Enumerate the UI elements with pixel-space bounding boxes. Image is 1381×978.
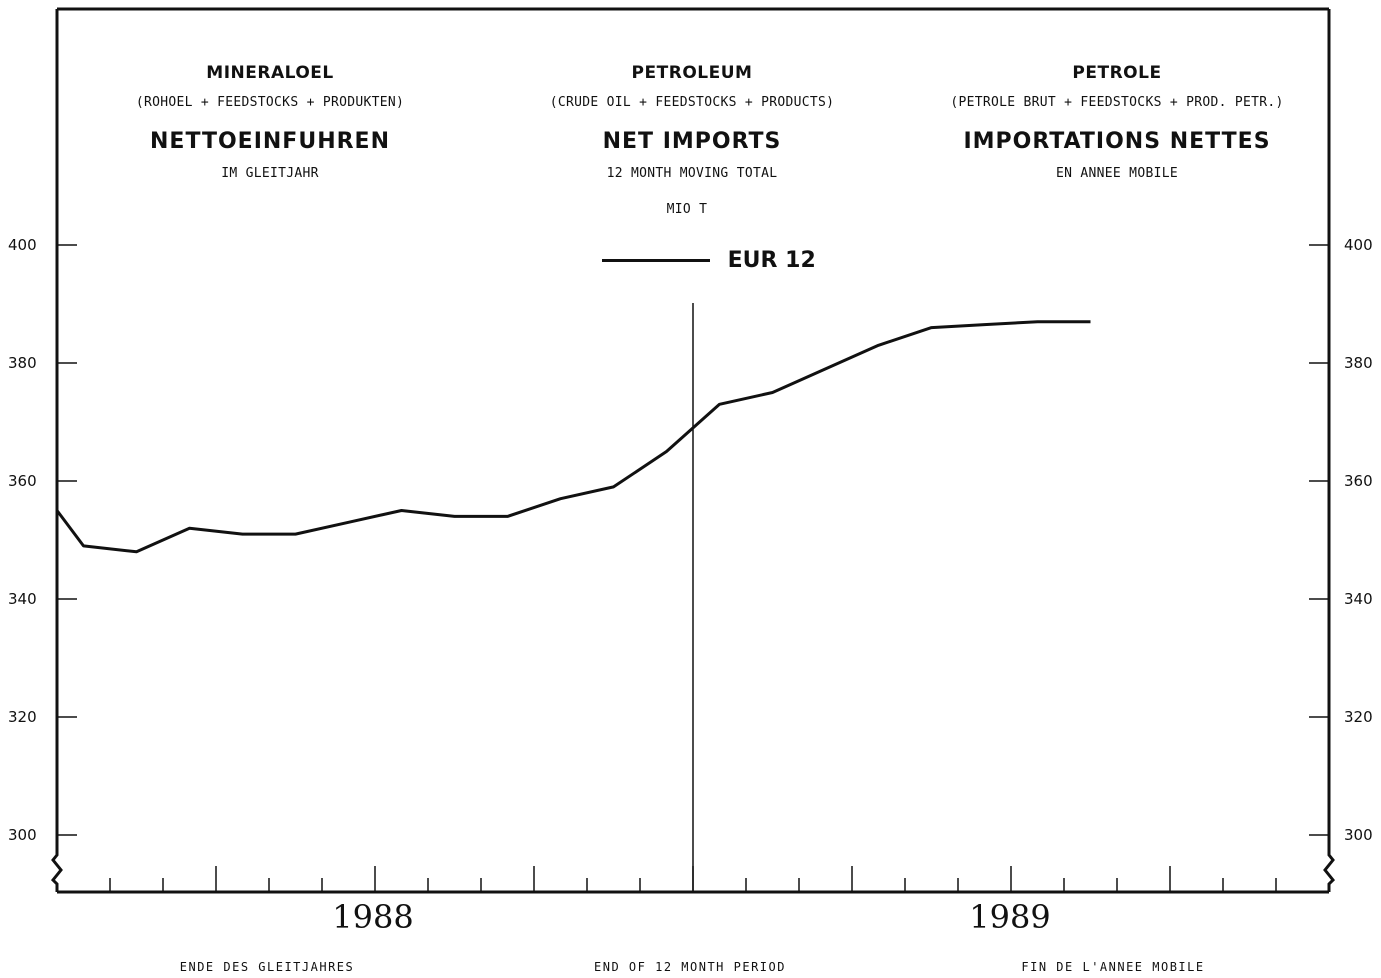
unit-label: MIO T <box>666 202 708 217</box>
series-layer <box>55 320 1091 554</box>
footer-en: END OF 12 MONTH PERIOD <box>594 960 786 974</box>
footer-de: ENDE DES GLEITJAHRES <box>179 960 355 974</box>
legend-label: EUR 12 <box>727 248 816 273</box>
y-tick-label-left: 320 <box>8 708 37 726</box>
y-axis-left: 300 320 340 360 380 400 <box>8 236 77 844</box>
y-tick-label-right: 320 <box>1344 708 1373 726</box>
period-en: 12 MONTH MOVING TOTAL <box>606 166 778 181</box>
y-tick-label-right: 380 <box>1344 354 1373 372</box>
legend-line-swatch <box>602 259 710 262</box>
y-tick-label-left: 380 <box>8 354 37 372</box>
title-de: MINERALOEL <box>206 63 334 83</box>
main-title-fr: IMPORTATIONS NETTES <box>963 129 1271 154</box>
title-en: PETROLEUM <box>631 63 753 83</box>
y-tick-label-left: 300 <box>8 826 37 844</box>
main-title-en: NET IMPORTS <box>602 129 782 154</box>
y-tick-label-right: 360 <box>1344 472 1373 490</box>
main-title-de: NETTOEINFUHREN <box>150 129 390 154</box>
period-fr: EN ANNEE MOBILE <box>1056 166 1178 181</box>
subtitle-de: (ROHOEL + FEEDSTOCKS + PRODUKTEN) <box>135 95 405 110</box>
subtitle-fr: (PETROLE BRUT + FEEDSTOCKS + PROD. PETR.… <box>950 95 1284 110</box>
period-de: IM GLEITJAHR <box>221 166 319 181</box>
year-label-1989: 1989 <box>969 898 1051 936</box>
y-tick-label-left: 360 <box>8 472 37 490</box>
frame-right-axis-break <box>1323 9 1336 892</box>
y-axis-right: 300 320 340 360 380 400 <box>1309 236 1373 844</box>
y-tick-label-right: 340 <box>1344 590 1373 608</box>
y-tick-label-left: 400 <box>8 236 37 254</box>
y-tick-label-right: 400 <box>1344 236 1373 254</box>
subtitle-en: (CRUDE OIL + FEEDSTOCKS + PRODUCTS) <box>549 95 835 110</box>
legend: EUR 12 <box>602 248 816 273</box>
year-label-1988: 1988 <box>332 898 414 936</box>
y-tick-label-right: 300 <box>1344 826 1373 844</box>
y-tick-label-left: 340 <box>8 590 37 608</box>
title-fr: PETROLE <box>1072 63 1162 83</box>
x-axis <box>109 303 1277 892</box>
frame-left-axis-break <box>50 9 63 892</box>
series-line-eur12 <box>55 320 1091 554</box>
footer-fr: FIN DE L'ANNEE MOBILE <box>1021 960 1205 974</box>
